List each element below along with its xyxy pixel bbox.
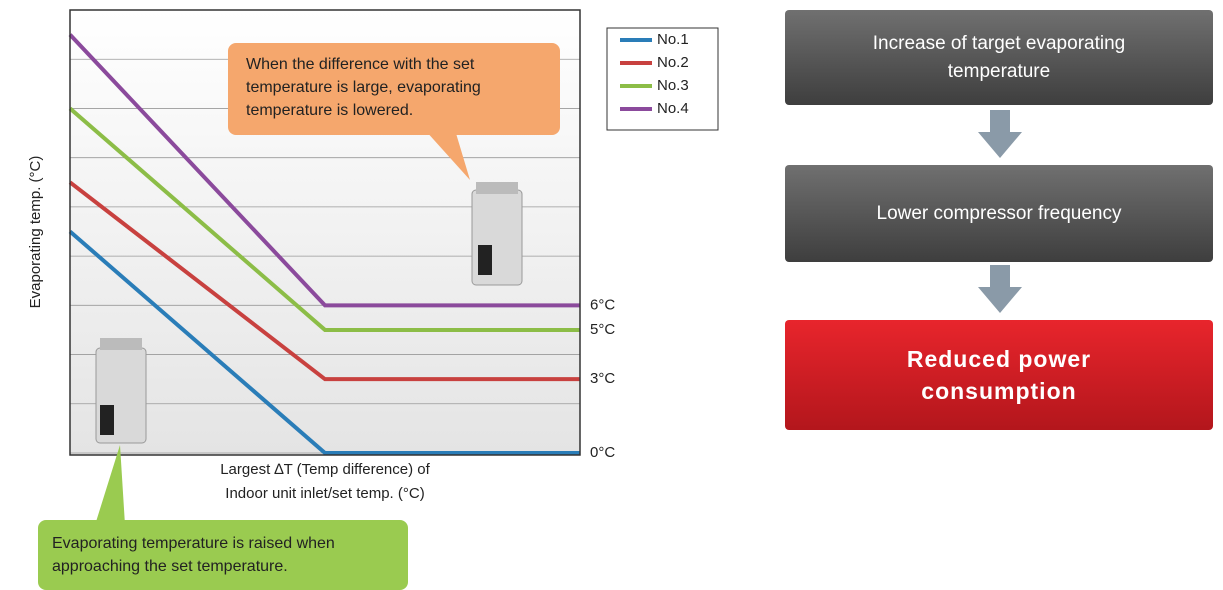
flow-step: Increase of target evaporating temperatu… [785,10,1213,105]
callout-pointer [95,445,125,525]
end-label: 5°C [590,321,615,338]
line-series [68,180,580,382]
line-series [68,33,580,308]
legend-label: No.4 [657,100,689,117]
flow-step: Reduced power consumption [785,320,1213,430]
callout-pointer [425,130,470,180]
legend-label: No.2 [657,54,689,71]
y-axis-title: Evaporating temp. (°C) [27,156,44,309]
end-label: 0°C [590,444,615,461]
x-axis-title: Indoor unit inlet/set temp. (°C) [225,485,424,502]
end-label: 6°C [590,296,615,313]
legend-label: No.3 [657,77,689,94]
callout-top: When the difference with the set tempera… [228,43,560,135]
line-series [68,106,580,332]
line-series [68,229,580,455]
flow-arrows [978,110,1022,313]
unit-icon [95,338,147,444]
x-axis-title: Largest ∆T (Temp difference) of [220,461,430,478]
unit-icon [471,182,523,286]
flow-step: Lower compressor frequency [785,165,1213,262]
end-label: 3°C [590,370,615,387]
legend-label: No.1 [657,31,689,48]
callout-bottom: Evaporating temperature is raised when a… [38,520,408,590]
legend [606,27,719,131]
plot-frame [69,9,581,456]
